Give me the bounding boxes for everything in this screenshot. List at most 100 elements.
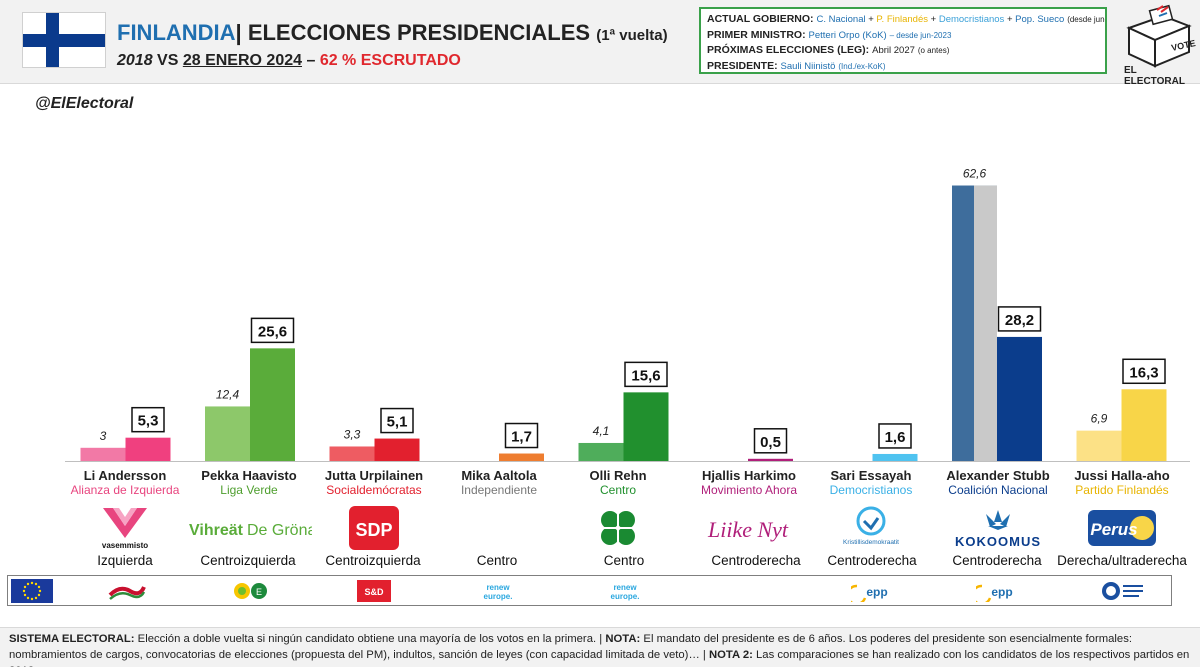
data-label-2018: 3,3 bbox=[344, 427, 361, 441]
keskusta-logo-icon bbox=[548, 505, 688, 550]
svg-text:KOKOOMUS: KOKOOMUS bbox=[955, 534, 1041, 549]
svg-text:renew: renew bbox=[486, 583, 510, 592]
bar-2024 bbox=[250, 348, 295, 461]
data-label-2018: 62,6 bbox=[963, 167, 987, 181]
ecr-icon bbox=[1093, 579, 1153, 603]
brand-name: EL ELECTORAL bbox=[1124, 65, 1185, 87]
eu-flag-icon bbox=[10, 579, 54, 603]
data-label-box-2024 bbox=[878, 423, 912, 449]
ideology-label: Centroizquierda bbox=[200, 553, 296, 568]
footer-notes: SISTEMA ELECTORAL: Elección a doble vuel… bbox=[0, 627, 1200, 667]
data-label-box-2024 bbox=[997, 306, 1042, 332]
data-label-box-2024 bbox=[504, 422, 539, 449]
candidate-party: Independiente bbox=[460, 483, 538, 497]
data-label-2024: 1,7 bbox=[511, 429, 532, 446]
svg-text:europe.: europe. bbox=[611, 592, 640, 601]
ballot-box-logo-icon: VOTE bbox=[1126, 4, 1196, 68]
renew-icon: renew europe. bbox=[468, 579, 528, 603]
data-label-2024: 0,5 bbox=[760, 434, 781, 451]
left-group-icon bbox=[96, 579, 156, 603]
bar-2018 bbox=[80, 447, 126, 461]
ideology-label: Centroderecha bbox=[952, 553, 1042, 568]
vasemmisto-logo-icon: vasemmisto bbox=[55, 505, 195, 550]
page-title: FINLANDIA| ELECCIONES PRESIDENCIALES (1ª… bbox=[117, 20, 668, 46]
liike-nyt-logo-icon: Liike Nyt bbox=[679, 505, 819, 550]
bar-2018 bbox=[1076, 430, 1122, 461]
candidate-label: Jussi Halla-aho Partido Finlandés bbox=[1052, 468, 1192, 497]
subtitle-year: 2018 bbox=[117, 52, 153, 69]
ideology-label: Centro bbox=[603, 553, 645, 568]
government-info-box: ACTUAL GOBIERNO: C. Nacional + P. Finlan… bbox=[699, 7, 1107, 74]
candidate-label: Olli Rehn Centro bbox=[548, 468, 688, 497]
gov-line-2: PRIMER MINISTRO: Petteri Orpo (KoK) – de… bbox=[707, 28, 1099, 44]
svg-text:Vihreät: Vihreät bbox=[189, 522, 244, 539]
svg-text:renew: renew bbox=[613, 583, 637, 592]
candidate-label: Sari Essayah Democristianos bbox=[801, 468, 941, 497]
subtitle-dash: – bbox=[302, 52, 320, 69]
svg-text:S&D: S&D bbox=[364, 587, 384, 597]
gov-value: Abril 2027 bbox=[872, 45, 915, 56]
bar-2024 bbox=[499, 453, 544, 461]
candidate-label: Pekka Haavisto Liga Verde bbox=[179, 468, 319, 497]
gov-value: Petteri Orpo (KoK) bbox=[808, 29, 887, 41]
candidate-label: Li Andersson Alianza de Izquierda bbox=[55, 468, 195, 497]
subtitle-vs: VS bbox=[152, 52, 183, 69]
bar-2018 bbox=[952, 185, 974, 461]
eu-group-row: E S&D renew europe. renew europe. epp epp bbox=[7, 575, 1172, 606]
candidate-party: Coalición Nacional bbox=[948, 483, 1048, 497]
vote-text: VOTE bbox=[1170, 38, 1196, 53]
candidate-party: Centro bbox=[599, 483, 637, 497]
bar-2018 bbox=[329, 446, 375, 461]
candidate-name: Li Andersson bbox=[83, 468, 167, 483]
data-label-2024: 5,1 bbox=[387, 414, 408, 431]
svg-text:epp: epp bbox=[991, 585, 1012, 599]
gov-party: C. Nacional bbox=[816, 14, 866, 25]
candidate-name: Jutta Urpilainen bbox=[324, 468, 424, 483]
header-bar: FINLANDIA| ELECCIONES PRESIDENCIALES (1ª… bbox=[0, 0, 1200, 87]
svg-text:europe.: europe. bbox=[484, 592, 513, 601]
bar-2024 bbox=[872, 453, 918, 461]
footer-bold: SISTEMA ELECTORAL: bbox=[9, 633, 135, 645]
svg-text:Liike Nyt: Liike Nyt bbox=[707, 517, 789, 542]
vihreat-logo-icon: Vihreät De Gröna bbox=[179, 505, 319, 550]
candidate-label: Alexander Stubb Coalición Nacional bbox=[928, 468, 1068, 497]
data-label-2024: 1,6 bbox=[885, 429, 906, 446]
data-label-box-2024 bbox=[250, 317, 295, 344]
data-label-2018: 12,4 bbox=[216, 387, 240, 401]
data-label-box-2024 bbox=[753, 428, 788, 454]
bar-2024 bbox=[997, 336, 1042, 461]
data-label-2018: 3 bbox=[100, 429, 107, 443]
candidate-party: Partido Finlandés bbox=[1075, 483, 1169, 497]
bar-2018-secondary bbox=[974, 185, 997, 461]
svg-text:SDP: SDP bbox=[355, 520, 392, 540]
bar-2018 bbox=[205, 406, 250, 461]
svg-text:De Gröna: De Gröna bbox=[247, 522, 312, 539]
ideology-label: Derecha/ultraderecha bbox=[1057, 553, 1187, 568]
kd-logo-icon: Kristillisdemokraatit bbox=[801, 505, 941, 550]
subtitle-count: 62 % ESCRUTADO bbox=[319, 52, 461, 69]
candidate-party: Democristianos bbox=[829, 483, 913, 497]
candidate-name: Hjallis Harkimo bbox=[702, 468, 796, 483]
candidate-name: Jussi Halla-aho bbox=[1074, 468, 1170, 483]
gov-label: PRIMER MINISTRO: bbox=[707, 28, 806, 41]
gov-line-3: PRÓXIMAS ELECCIONES (LEG): Abril 2027 (o… bbox=[707, 43, 1099, 59]
gov-note: (Ind./ex-KoK) bbox=[838, 61, 886, 71]
footer-bold: NOTA 2: bbox=[708, 649, 753, 661]
candidate-party: Socialdemócratas bbox=[326, 483, 422, 497]
footer-text: El mandato del presidente es de 6 años. … bbox=[9, 633, 1132, 661]
candidate-party: Alianza de Izquierda bbox=[70, 483, 180, 497]
svg-text:E: E bbox=[256, 587, 262, 597]
svg-text:vasemmisto: vasemmisto bbox=[102, 541, 148, 550]
bar-2024 bbox=[125, 437, 171, 461]
data-label-box-2024 bbox=[380, 407, 414, 434]
svg-text:Perus: Perus bbox=[1090, 520, 1137, 539]
ideology-label: Centro bbox=[476, 553, 518, 568]
title-round: (1ª vuelta) bbox=[596, 27, 668, 44]
greens-efa-icon: E bbox=[220, 579, 280, 603]
candidate-party: Movimiento Ahora bbox=[700, 483, 798, 497]
perus-logo-icon: Perus bbox=[1052, 505, 1192, 550]
bar-chart: 3 5,3 12,4 25,6 3,3 5,1 1,7 4,1 15,6 0,5 1,6 62,6 28… bbox=[65, 167, 1190, 462]
footer-text: Elección a doble vuelta si ningún candid… bbox=[134, 633, 606, 645]
ideology-label: Centroderecha bbox=[827, 553, 917, 568]
candidate-label: Hjallis Harkimo Movimiento Ahora bbox=[679, 468, 819, 497]
